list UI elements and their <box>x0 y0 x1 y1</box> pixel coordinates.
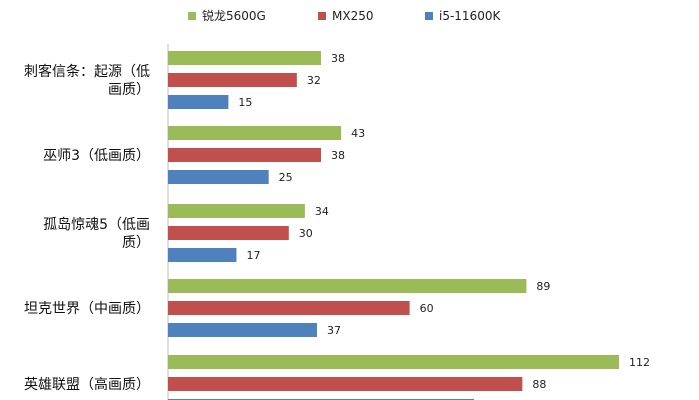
bar <box>168 301 410 315</box>
data-label: 88 <box>532 378 546 391</box>
bar <box>168 323 317 337</box>
data-label: 32 <box>307 74 321 87</box>
category-label: 质） <box>122 235 150 251</box>
bar <box>168 204 305 218</box>
category-group: 38 32 15 刺客信条：起源（低画质） <box>24 51 345 109</box>
category-group: 43 38 25 巫师3（低画质） <box>43 126 365 184</box>
category-label: 刺客信条：起源（低 <box>24 63 150 80</box>
bar <box>168 279 527 293</box>
category-label: 坦克世界（中画质） <box>24 301 150 317</box>
data-label: 38 <box>331 52 345 65</box>
category-label: 英雄联盟（高画质） <box>24 376 150 393</box>
category-label: 孤岛惊魂5（低画 <box>43 217 150 233</box>
legend-label: i5-11600K <box>439 9 501 23</box>
data-label: 30 <box>299 227 313 240</box>
data-label: 25 <box>279 171 293 184</box>
bar <box>168 73 297 87</box>
data-label: 43 <box>351 127 365 140</box>
bar <box>168 95 229 109</box>
bar <box>168 51 322 65</box>
data-label: 37 <box>327 324 341 337</box>
category-group: 89 60 37 坦克世界（中画质） <box>24 279 550 337</box>
data-label: 38 <box>331 149 345 162</box>
data-label: 89 <box>536 280 550 293</box>
data-label: 17 <box>246 249 260 262</box>
bar <box>168 377 523 391</box>
legend-label: 锐龙5600G <box>202 9 266 23</box>
legend-swatch <box>425 12 433 20</box>
bar <box>168 355 619 369</box>
category-group: 1128876英雄联盟（高画质） <box>24 355 650 400</box>
legend-label: MX250 <box>332 9 373 23</box>
category-label: 画质） <box>108 82 150 98</box>
legend: 锐龙5600G MX250 i5-11600K <box>188 9 501 23</box>
bar <box>168 126 342 140</box>
bar <box>168 248 237 262</box>
data-label: 34 <box>315 205 329 218</box>
data-label: 60 <box>420 302 434 315</box>
legend-swatch <box>318 12 326 20</box>
data-label: 15 <box>238 96 252 109</box>
legend-swatch <box>188 12 196 20</box>
category-label: 巫师3（低画质） <box>43 148 150 164</box>
data-label: 112 <box>629 356 650 369</box>
bar <box>168 170 269 184</box>
bar <box>168 148 322 162</box>
bar <box>168 226 289 240</box>
